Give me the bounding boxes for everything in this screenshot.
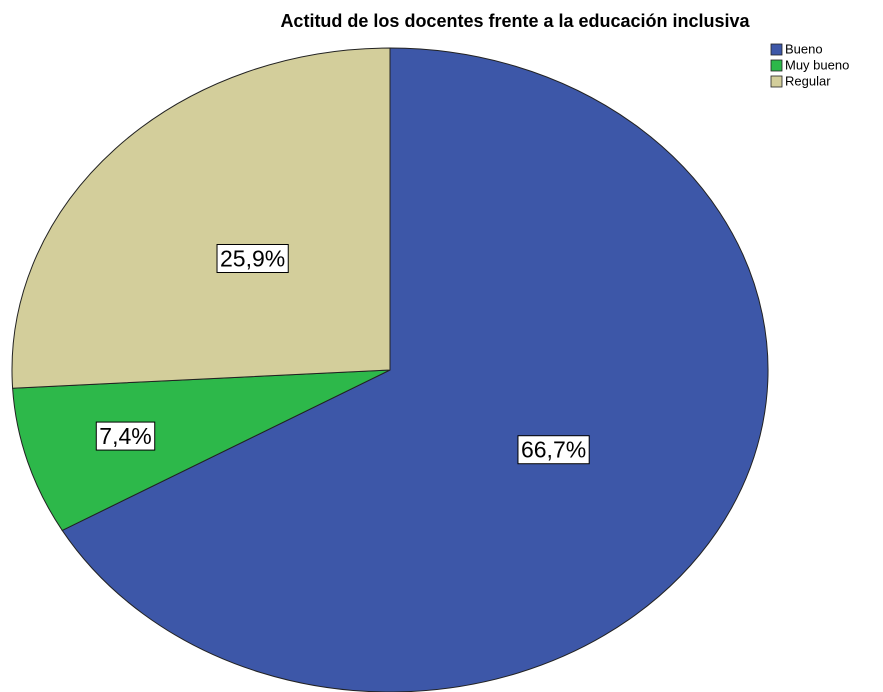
legend-swatch	[770, 43, 783, 56]
pie-slice	[11, 47, 391, 389]
data-label: 66,7%	[517, 435, 590, 465]
data-label-text: 66,7%	[521, 437, 586, 463]
data-label: 25,9%	[216, 243, 289, 273]
pie-slice	[61, 47, 769, 692]
chart-title: Actitud de los docentes frente a la educ…	[280, 11, 750, 31]
data-label-box	[216, 243, 289, 273]
legend-label: Muy bueno	[785, 57, 849, 72]
data-label-text: 7,4%	[99, 423, 151, 449]
data-label-text: 25,9%	[220, 245, 285, 271]
data-label-box	[95, 421, 156, 451]
legend-label: Bueno	[785, 41, 823, 56]
legend-label: Regular	[785, 73, 831, 88]
data-label-box	[517, 435, 590, 465]
pie-slice	[12, 369, 391, 532]
legend-swatch	[770, 75, 783, 88]
data-label: 7,4%	[95, 421, 156, 451]
legend-swatch	[770, 59, 783, 72]
